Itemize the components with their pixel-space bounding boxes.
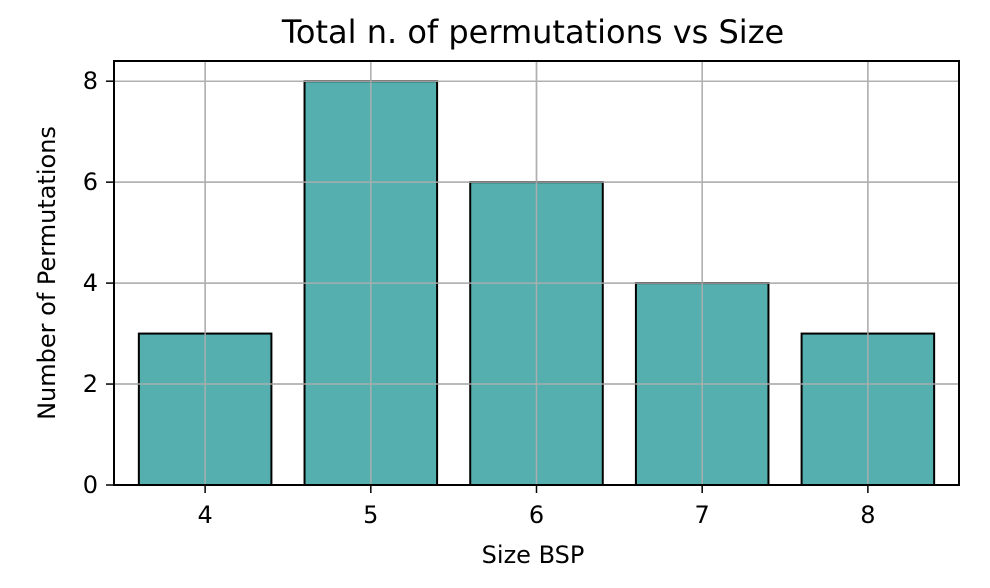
y-tick-label: 8 bbox=[83, 67, 98, 95]
x-tick-label: 7 bbox=[695, 501, 710, 529]
x-tick-label: 4 bbox=[197, 501, 212, 529]
x-tick-label: 5 bbox=[363, 501, 378, 529]
y-tick-label: 4 bbox=[83, 269, 98, 297]
y-tick-label: 6 bbox=[83, 168, 98, 196]
x-tick-label: 8 bbox=[860, 501, 875, 529]
axis-ticks bbox=[106, 80, 869, 493]
x-axis-label: Size BSP bbox=[482, 541, 585, 569]
chart-title: Total n. of permutations vs Size bbox=[281, 13, 784, 51]
y-tick-label: 2 bbox=[83, 370, 98, 398]
y-tick-label: 0 bbox=[83, 471, 98, 499]
x-tick-label: 6 bbox=[529, 501, 544, 529]
y-axis-label: Number of Permutations bbox=[33, 126, 61, 420]
x-tick-labels: 4 5 6 7 8 bbox=[197, 501, 875, 529]
y-tick-labels: 0 2 4 6 8 bbox=[83, 67, 98, 499]
